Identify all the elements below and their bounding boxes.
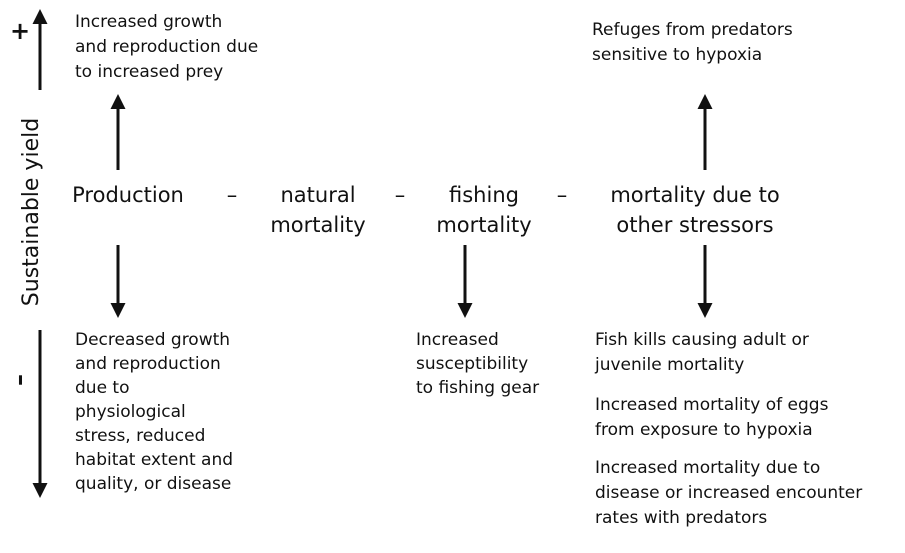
effect-text: Increased growth [75,12,222,32]
operator: – [557,183,568,207]
term: mortality [270,213,365,237]
term: other stressors [616,213,773,237]
effect-text: Increased mortality of eggs [595,395,829,415]
effect-text: and reproduction due [75,37,258,57]
effect-text: Increased mortality due to [595,458,820,478]
term: Production [72,183,184,207]
effect-text: to increased prey [75,62,223,82]
effect-text: disease or increased encounter [595,483,862,503]
term: mortality due to [610,183,779,207]
operator: – [227,183,238,207]
effect-text: to fishing gear [416,378,539,398]
operator: – [395,183,406,207]
effect-text: due to [75,378,130,398]
effect-text: rates with predators [595,508,767,528]
term: mortality [436,213,531,237]
effect-text: susceptibility [416,354,528,374]
effect-text: and reproduction [75,354,221,374]
effect-text: physiological [75,402,186,422]
effect-text: Increased [416,330,499,350]
effect-text: Decreased growth [75,330,230,350]
effect-text: habitat extent and [75,450,233,470]
term: fishing [449,183,519,207]
axis-minus: – [5,374,33,386]
term: natural [280,183,355,207]
effect-text: from exposure to hypoxia [595,420,813,440]
effect-text: Fish kills causing adult or [595,330,809,350]
axis-plus: + [10,17,30,45]
effect-text: Refuges from predators [592,20,793,40]
effect-text: stress, reduced [75,426,205,446]
effect-text: quality, or disease [75,474,231,494]
axis-label: Sustainable yield [19,118,44,306]
effect-text: sensitive to hypoxia [592,45,762,65]
effect-text: juvenile mortality [594,355,744,375]
